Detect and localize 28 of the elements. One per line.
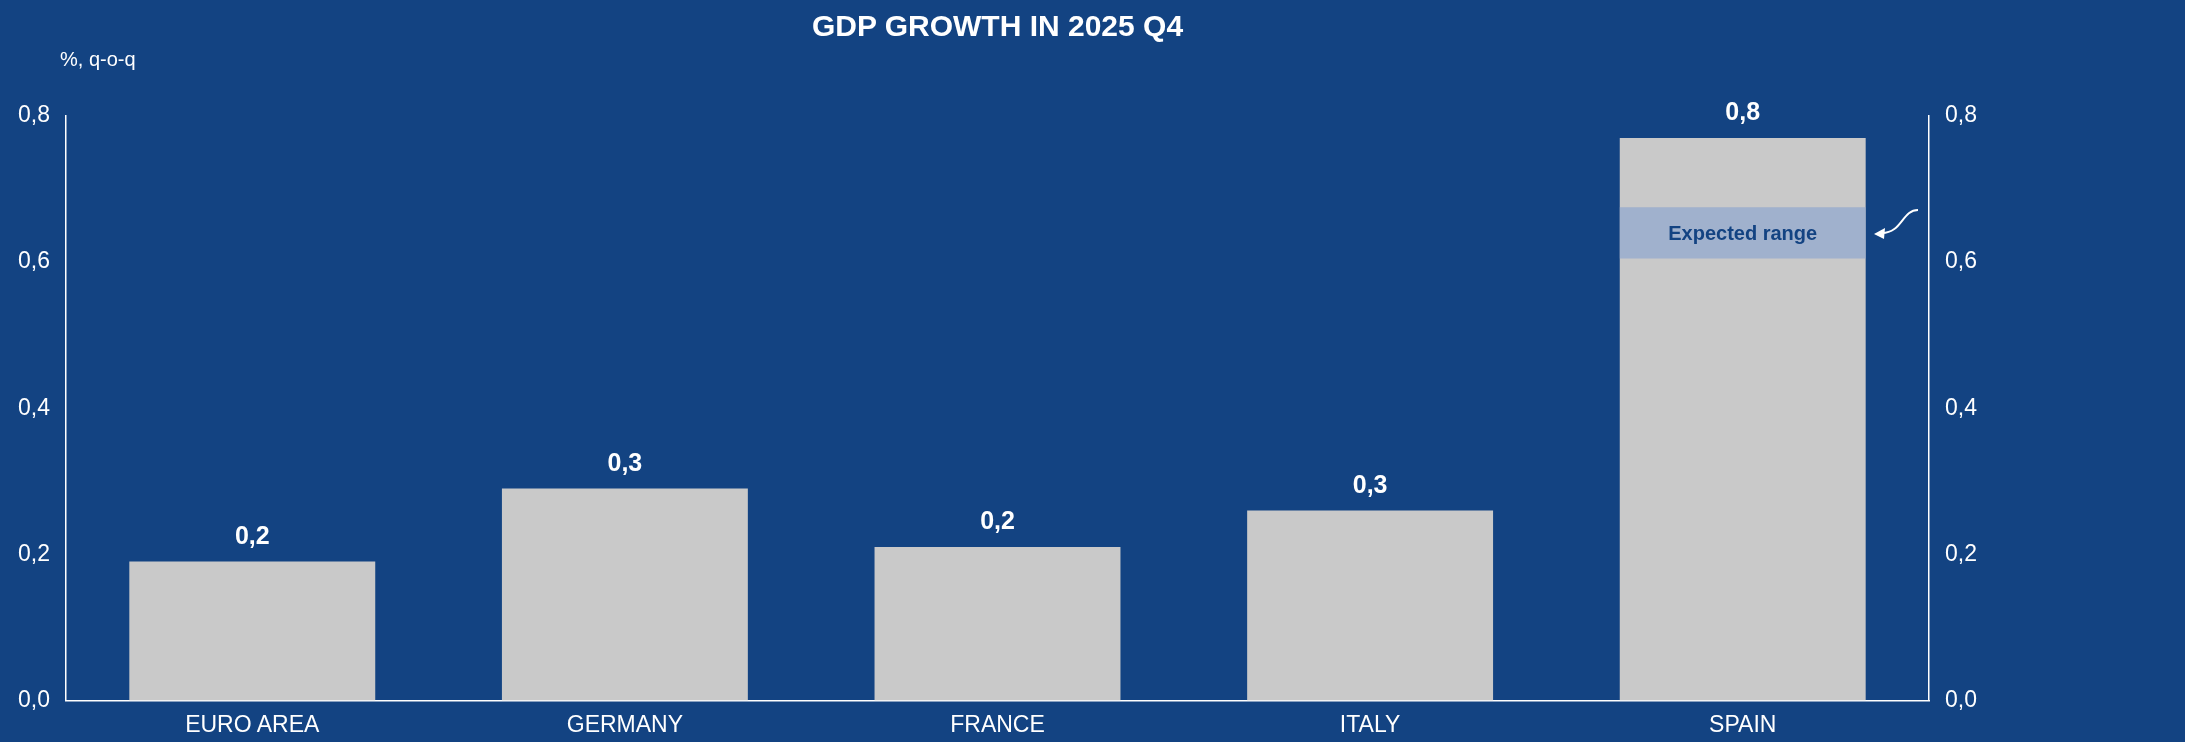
data-label: 0,8	[1725, 97, 1761, 126]
y2-tick-label: 0,6	[1945, 247, 1978, 274]
bar	[129, 561, 376, 701]
bar	[1619, 137, 1866, 701]
data-label: 0,3	[607, 447, 643, 476]
y2-tick-label: 0,0	[1945, 685, 1978, 712]
x-tick-label: EURO AREA	[185, 710, 321, 737]
y2-tick-label: 0,8	[1945, 101, 1978, 128]
y-axis-title: %, q-o-q	[60, 47, 136, 70]
x-tick-label: FRANCE	[950, 710, 1045, 737]
y-tick-label: 0,0	[17, 685, 50, 712]
data-label: 0,2	[980, 506, 1015, 535]
x-tick-label: GERMANY	[566, 710, 684, 737]
x-tick-label: SPAIN	[1709, 710, 1777, 737]
y2-tick-label: 0,2	[1945, 539, 1978, 566]
bar	[1247, 510, 1494, 701]
bar	[501, 488, 748, 701]
data-label: 0,3	[1352, 469, 1388, 498]
band-label: Expected range	[1667, 220, 1819, 245]
chart-title: GDP GROWTH IN 2025 Q4	[811, 9, 1184, 43]
y-tick-label: 0,6	[17, 247, 50, 274]
y-tick-label: 0,4	[17, 393, 51, 420]
bar	[874, 547, 1121, 701]
y-tick-label: 0,2	[17, 539, 50, 566]
data-label: 0,2	[234, 521, 270, 549]
x-tick-label: ITALY	[1339, 710, 1401, 737]
y2-tick-label: 0,4	[1945, 393, 1978, 420]
y-tick-label: 0,8	[17, 101, 50, 128]
